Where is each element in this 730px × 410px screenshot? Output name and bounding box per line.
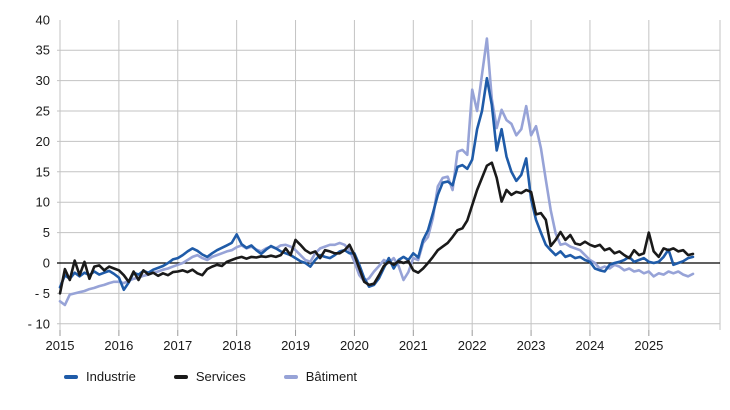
y-tick-label: 10 <box>36 195 50 210</box>
x-tick-label: 2025 <box>634 338 663 353</box>
series-line-services <box>58 161 695 295</box>
legend-item-services: Services <box>173 368 246 386</box>
y-tick-label: 15 <box>36 164 50 179</box>
legend-swatch-batiment <box>283 375 298 379</box>
x-tick-label: 2019 <box>281 338 310 353</box>
y-tick-label: 20 <box>36 134 50 149</box>
y-tick-label: 5 <box>43 225 50 240</box>
legend-swatch-industrie <box>64 375 78 379</box>
legend-swatch-services <box>173 375 188 379</box>
x-tick-label: 2018 <box>222 338 251 353</box>
series-line-batiment <box>58 37 695 307</box>
y-tick-label: 25 <box>36 104 50 119</box>
x-tick-label: 2015 <box>46 338 75 353</box>
x-tick-label: 2024 <box>575 338 604 353</box>
y-tick-label: 0 <box>43 256 50 271</box>
x-tick-label: 2016 <box>104 338 133 353</box>
legend: Industrie Services Bâtiment <box>64 368 395 386</box>
x-tick-label: 2020 <box>340 338 369 353</box>
legend-item-industrie: Industrie <box>64 368 136 386</box>
x-tick-label: 2021 <box>399 338 428 353</box>
series-line-industrie <box>58 76 695 292</box>
x-tick-label: 2022 <box>458 338 487 353</box>
x-tick-label: 2017 <box>163 338 192 353</box>
y-tick-label: 30 <box>36 73 50 88</box>
legend-label-batiment: Bâtiment <box>305 369 358 384</box>
y-tick-label: 40 <box>36 12 50 27</box>
y-tick-label: - 5 <box>35 286 50 301</box>
y-tick-label: - 10 <box>28 316 50 331</box>
x-tick-label: 2023 <box>517 338 546 353</box>
legend-label-industrie: Industrie <box>86 369 136 384</box>
y-tick-label: 35 <box>36 43 50 58</box>
legend-label-services: Services <box>195 369 246 384</box>
legend-item-batiment: Bâtiment <box>283 368 358 386</box>
